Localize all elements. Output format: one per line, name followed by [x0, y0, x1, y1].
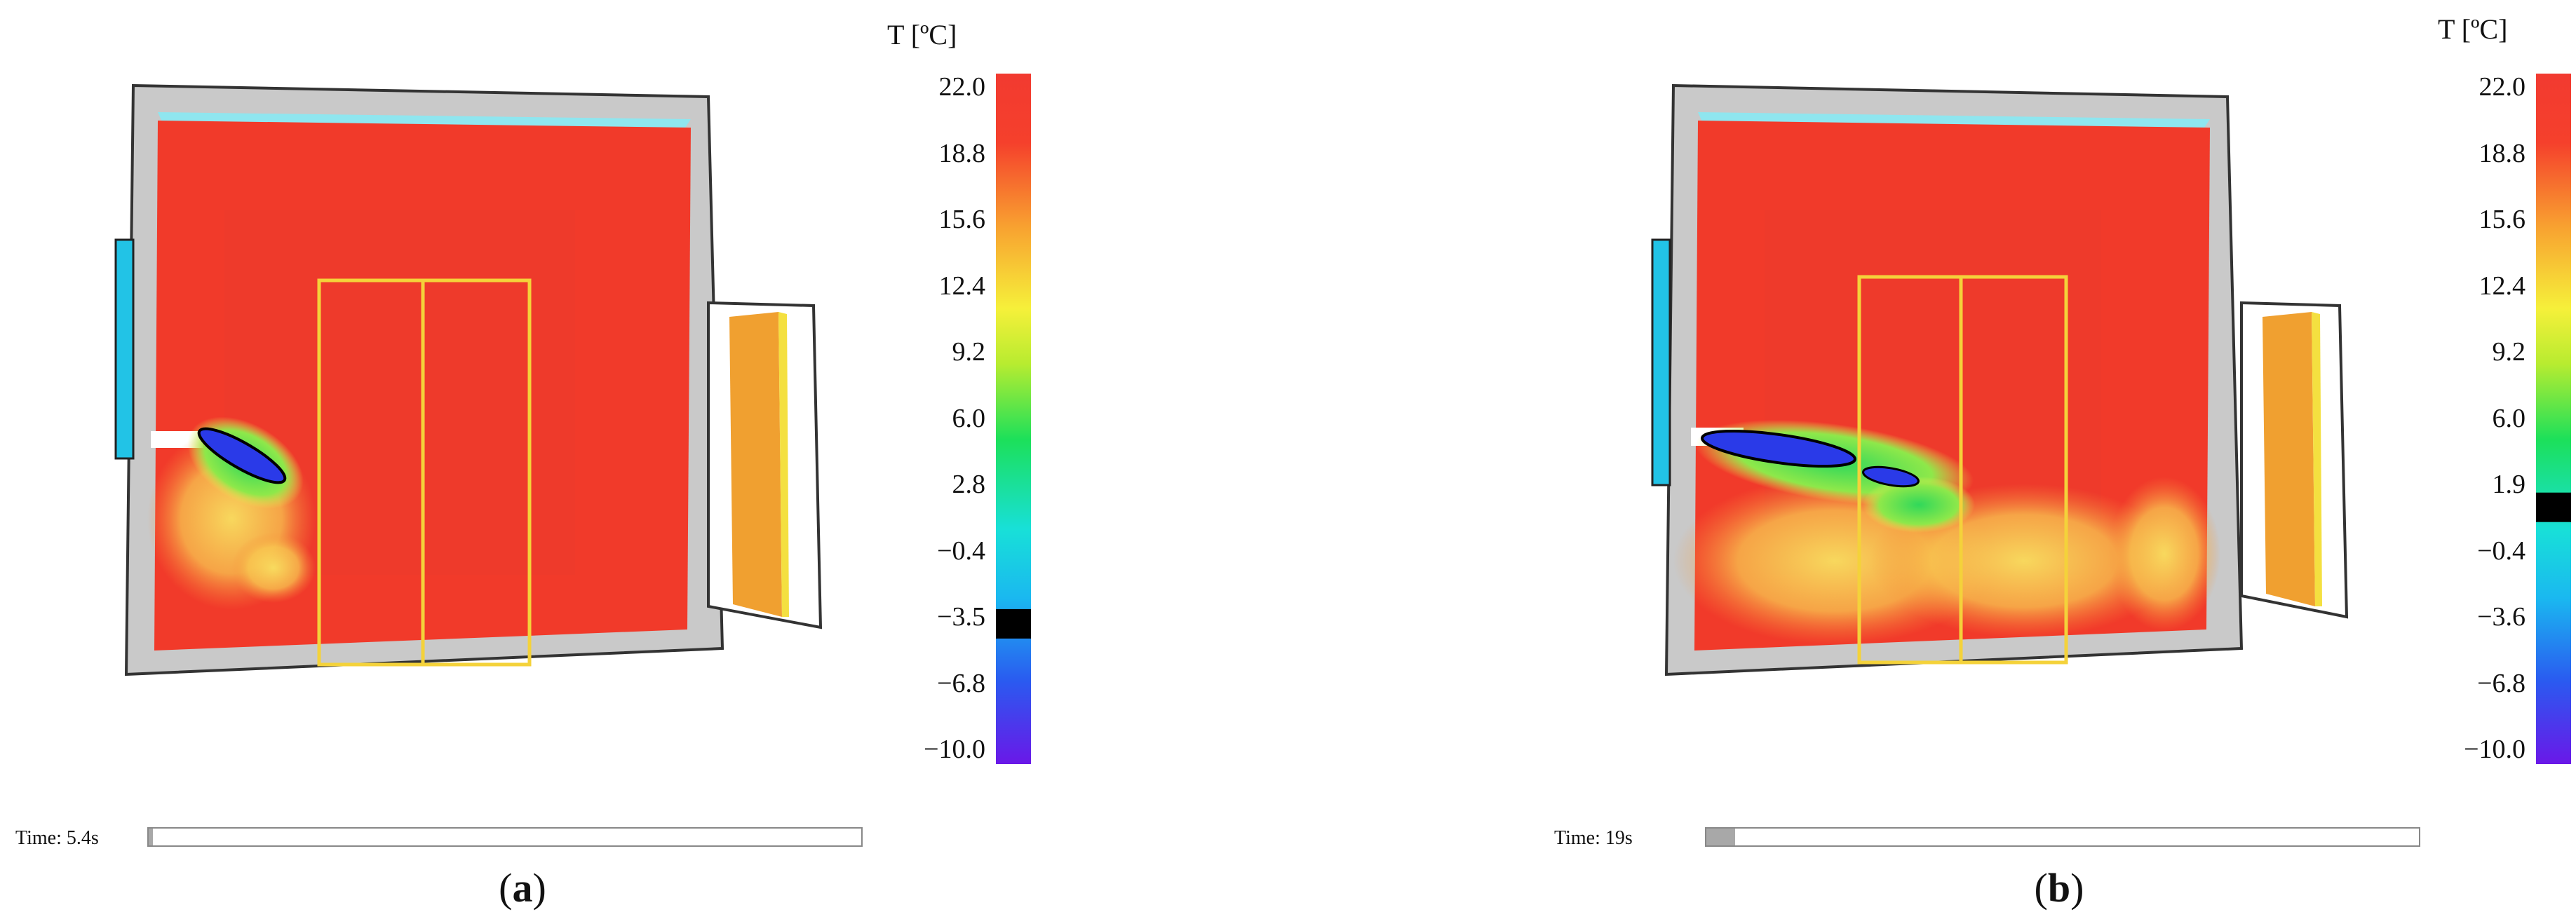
colorbar-tick-label: 6.0: [952, 403, 986, 433]
colorbar-tick-label: −3.5: [937, 602, 985, 632]
colorbar-tick-label: 9.2: [2492, 337, 2526, 367]
time-progress: [149, 829, 154, 845]
colorbar-tick-label: 12.4: [938, 271, 986, 301]
door-right: [1959, 275, 2068, 665]
panel-caption: (b): [2034, 865, 2084, 911]
time-label: Time: 19s: [1554, 827, 1633, 849]
cold-core: [1701, 429, 1856, 468]
heater-panel: [2263, 312, 2315, 606]
panel-a: T [ºC] 22.0 18.8 15.6 12.4 9.2 6.0 2.8 −0.4 −3.5…: [15, 19, 1031, 911]
colorbar-marker: [996, 608, 1031, 639]
caption-letter: b: [2047, 865, 2071, 911]
colorbar-gradient: [2536, 74, 2571, 764]
window-left: [114, 238, 135, 460]
colorbar-marker: [2536, 492, 2571, 522]
colorbar-title: T [ºC]: [887, 19, 957, 50]
colorbar-title: T [ºC]: [2438, 13, 2508, 45]
window-left: [1651, 238, 1671, 486]
frame-inner-top: [1698, 112, 2210, 130]
colorbar-tick-label: 6.0: [2492, 403, 2526, 433]
caption-letter: a: [512, 865, 533, 911]
door-right: [421, 278, 532, 667]
cold-core: [1862, 465, 1920, 488]
frame-inner-top: [158, 112, 691, 130]
colorbar-tick-label: −10.0: [2464, 735, 2526, 764]
colorbar-tick-label: −10.0: [924, 735, 985, 764]
heater-edge: [2312, 312, 2322, 606]
cold-core: [197, 427, 287, 484]
colorbar-a: [996, 74, 1031, 764]
room-visualization-a: [114, 83, 823, 676]
time-slider[interactable]: [1705, 827, 2420, 847]
colorbar-tick-label: 22.0: [2479, 72, 2526, 102]
colorbar-tick-label: −6.8: [937, 668, 985, 698]
colorbar-tick-label: 22.0: [938, 72, 986, 102]
colorbar-tick-label: −0.4: [2477, 536, 2526, 566]
colorbar-tick-label: 1.9: [2492, 470, 2526, 499]
colorbar-tick-label: 15.6: [938, 205, 986, 234]
colorbar-tick-label: 18.8: [938, 138, 986, 168]
colorbar-tick-label: 12.4: [2479, 271, 2526, 301]
colorbar-tick-label: −3.6: [2477, 602, 2526, 632]
colorbar-tick-label: 15.6: [2479, 205, 2526, 234]
warm-plume: [231, 533, 316, 603]
heater-panel: [729, 312, 782, 617]
colorbar-tick-label: −6.8: [2477, 668, 2526, 698]
time-label: Time: 5.4s: [15, 827, 99, 849]
colorbar-tick-label: −0.4: [937, 536, 985, 566]
colorbar-tick-label: 18.8: [2479, 138, 2526, 168]
panel-caption: (a): [499, 865, 546, 911]
colorbar-tick-label: 9.2: [952, 337, 986, 367]
time-slider[interactable]: [147, 827, 863, 847]
time-progress: [1706, 829, 1735, 845]
panel-b: T [ºC] 22.0 18.8 15.6 12.4 9.2 6.0 1.9 −0.4 −3.6…: [1288, 0, 2575, 919]
warm-plume: [2108, 477, 2220, 631]
colorbar-b: [2536, 74, 2571, 764]
colorbar-gradient: [996, 74, 1031, 764]
room-visualization-b: [1651, 83, 2349, 676]
heater-edge: [778, 312, 789, 617]
green-plume: [1863, 477, 1975, 533]
colorbar-tick-label: 2.8: [952, 470, 986, 499]
